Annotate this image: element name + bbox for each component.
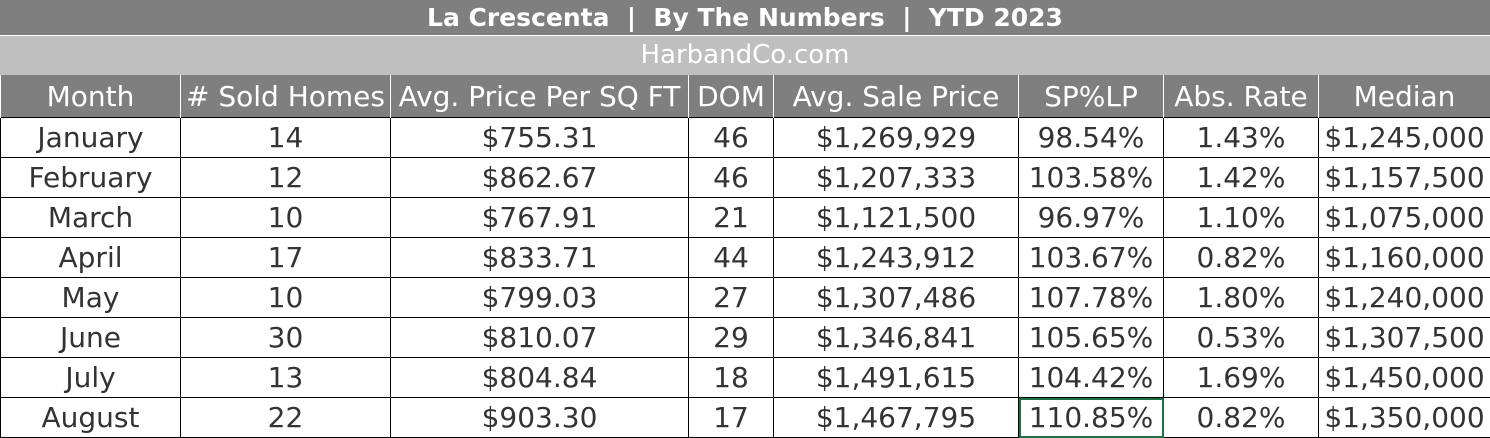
cell-avg-price-per-sqft[interactable]: $767.91: [391, 198, 689, 238]
cell-month[interactable]: February: [1, 158, 181, 198]
column-header-abs-rate[interactable]: Abs. Rate: [1164, 75, 1319, 118]
cell-sp-lp[interactable]: 96.97%: [1019, 198, 1164, 238]
cell-dom[interactable]: 29: [689, 318, 774, 358]
cell-median[interactable]: $1,075,000: [1319, 198, 1490, 238]
cell-sp-lp[interactable]: 103.67%: [1019, 238, 1164, 278]
cell-dom[interactable]: 44: [689, 238, 774, 278]
cell-avg-price-per-sqft[interactable]: $799.03: [391, 278, 689, 318]
column-header-month[interactable]: Month: [1, 75, 181, 118]
cell-median[interactable]: $1,450,000: [1319, 358, 1490, 398]
cell-median[interactable]: $1,245,000: [1319, 118, 1490, 158]
cell-avg-sale-price[interactable]: $1,307,486: [774, 278, 1019, 318]
cell-sold-homes[interactable]: 22: [181, 398, 391, 438]
cell-avg-sale-price[interactable]: $1,243,912: [774, 238, 1019, 278]
cell-abs-rate[interactable]: 1.80%: [1164, 278, 1319, 318]
cell-avg-price-per-sqft[interactable]: $862.67: [391, 158, 689, 198]
cell-abs-rate[interactable]: 1.42%: [1164, 158, 1319, 198]
cell-avg-sale-price[interactable]: $1,207,333: [774, 158, 1019, 198]
cell-sold-homes[interactable]: 13: [181, 358, 391, 398]
cell-dom[interactable]: 18: [689, 358, 774, 398]
cell-avg-sale-price[interactable]: $1,491,615: [774, 358, 1019, 398]
column-header-sold-homes[interactable]: # Sold Homes: [181, 75, 391, 118]
cell-sp-lp[interactable]: 103.58%: [1019, 158, 1164, 198]
cell-sold-homes[interactable]: 17: [181, 238, 391, 278]
cell-median[interactable]: $1,350,000: [1319, 398, 1490, 438]
cell-month[interactable]: August: [1, 398, 181, 438]
cell-avg-price-per-sqft[interactable]: $755.31: [391, 118, 689, 158]
cell-sp-lp[interactable]: 105.65%: [1019, 318, 1164, 358]
cell-abs-rate[interactable]: 0.82%: [1164, 398, 1319, 438]
cell-avg-price-per-sqft[interactable]: $903.30: [391, 398, 689, 438]
cell-abs-rate[interactable]: 1.10%: [1164, 198, 1319, 238]
cell-avg-sale-price[interactable]: $1,269,929: [774, 118, 1019, 158]
cell-sp-lp[interactable]: 104.42%: [1019, 358, 1164, 398]
cell-median[interactable]: $1,160,000: [1319, 238, 1490, 278]
market-stats-table: Month # Sold Homes Avg. Price Per SQ FT …: [0, 75, 1490, 438]
cell-abs-rate[interactable]: 0.53%: [1164, 318, 1319, 358]
cell-month[interactable]: March: [1, 198, 181, 238]
cell-avg-price-per-sqft[interactable]: $833.71: [391, 238, 689, 278]
header-row: Month # Sold Homes Avg. Price Per SQ FT …: [1, 75, 1490, 118]
cell-dom[interactable]: 46: [689, 158, 774, 198]
cell-avg-price-per-sqft[interactable]: $810.07: [391, 318, 689, 358]
column-header-avg-sale-price[interactable]: Avg. Sale Price: [774, 75, 1019, 118]
cell-sp-lp[interactable]: 110.85%: [1019, 398, 1164, 438]
cell-sold-homes[interactable]: 10: [181, 278, 391, 318]
cell-sold-homes[interactable]: 12: [181, 158, 391, 198]
cell-month[interactable]: April: [1, 238, 181, 278]
cell-sp-lp[interactable]: 107.78%: [1019, 278, 1164, 318]
column-header-median[interactable]: Median: [1319, 75, 1490, 118]
cell-sold-homes[interactable]: 10: [181, 198, 391, 238]
cell-avg-sale-price[interactable]: $1,346,841: [774, 318, 1019, 358]
cell-median[interactable]: $1,157,500: [1319, 158, 1490, 198]
column-header-sp-lp[interactable]: SP%LP: [1019, 75, 1164, 118]
cell-month[interactable]: June: [1, 318, 181, 358]
cell-dom[interactable]: 46: [689, 118, 774, 158]
cell-abs-rate[interactable]: 1.43%: [1164, 118, 1319, 158]
table-title: La Crescenta | By The Numbers | YTD 2023: [0, 0, 1490, 36]
cell-sold-homes[interactable]: 30: [181, 318, 391, 358]
cell-month[interactable]: May: [1, 278, 181, 318]
cell-dom[interactable]: 21: [689, 198, 774, 238]
cell-abs-rate[interactable]: 0.82%: [1164, 238, 1319, 278]
column-header-dom[interactable]: DOM: [689, 75, 774, 118]
cell-median[interactable]: $1,240,000: [1319, 278, 1490, 318]
cell-sp-lp[interactable]: 98.54%: [1019, 118, 1164, 158]
cell-dom[interactable]: 27: [689, 278, 774, 318]
column-header-avg-price-per-sqft[interactable]: Avg. Price Per SQ FT: [391, 75, 689, 118]
cell-avg-price-per-sqft[interactable]: $804.84: [391, 358, 689, 398]
cell-abs-rate[interactable]: 1.69%: [1164, 358, 1319, 398]
cell-avg-sale-price[interactable]: $1,121,500: [774, 198, 1019, 238]
website-subtitle: HarbandCo.com: [0, 36, 1490, 75]
cell-avg-sale-price[interactable]: $1,467,795: [774, 398, 1019, 438]
cell-month[interactable]: January: [1, 118, 181, 158]
cell-dom[interactable]: 17: [689, 398, 774, 438]
cell-median[interactable]: $1,307,500: [1319, 318, 1490, 358]
cell-sold-homes[interactable]: 14: [181, 118, 391, 158]
cell-month[interactable]: July: [1, 358, 181, 398]
